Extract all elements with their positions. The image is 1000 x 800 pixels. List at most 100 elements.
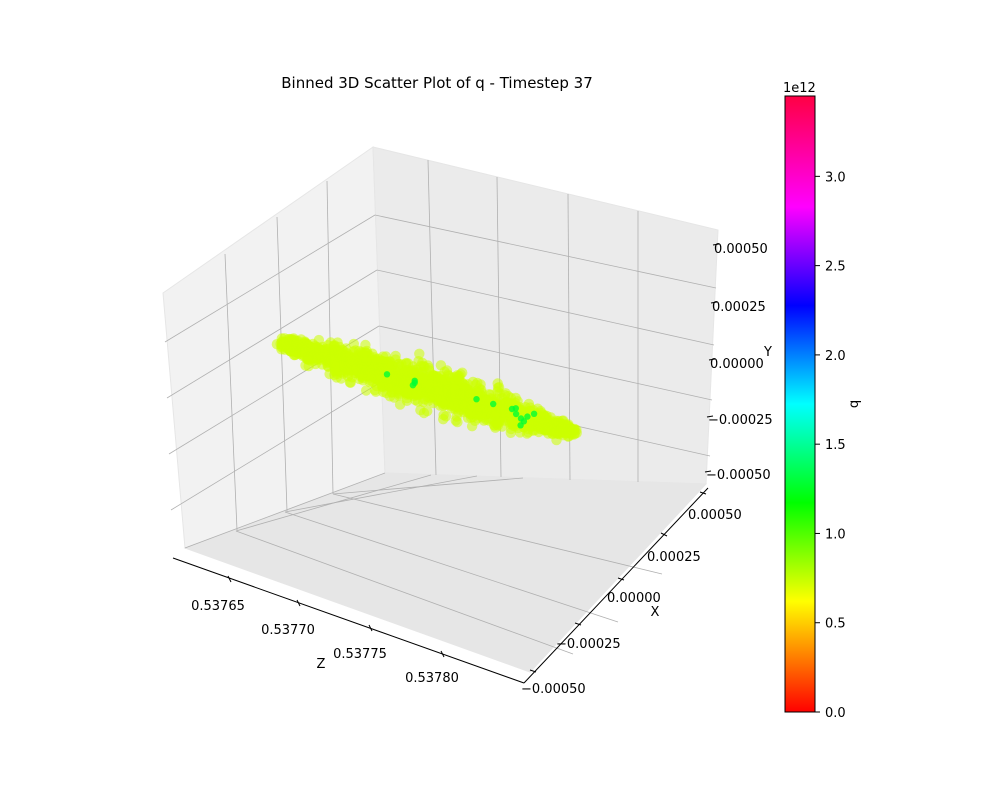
gridline xyxy=(284,475,478,513)
data-point xyxy=(512,405,519,412)
data-point xyxy=(531,419,542,431)
data-point xyxy=(436,396,447,407)
gridline xyxy=(284,511,619,623)
x-tick xyxy=(617,577,625,581)
data-point xyxy=(464,389,475,401)
gridline xyxy=(332,493,663,575)
gridline xyxy=(170,381,382,511)
colorbar-gradient xyxy=(784,95,816,713)
data-point xyxy=(303,360,314,372)
data-point xyxy=(385,382,397,393)
y-tick-label-1: 0.00050 xyxy=(714,242,768,257)
x-tick-label-5: −0.00050 xyxy=(521,682,586,697)
data-point xyxy=(512,410,520,418)
data-point xyxy=(471,409,482,420)
data-point xyxy=(415,361,427,372)
scatter-points xyxy=(271,333,582,446)
data-point xyxy=(364,368,375,380)
data-point xyxy=(490,400,497,408)
data-point xyxy=(384,391,396,402)
y-tick-label-2: 0.00025 xyxy=(712,300,766,315)
colorbar-tick-label: 0.5 xyxy=(825,617,846,632)
colorbar-tick-label: 2.0 xyxy=(825,349,846,364)
axis-ticks xyxy=(227,243,720,673)
data-point xyxy=(402,386,413,397)
data-point xyxy=(377,380,388,391)
x-tick-label-1: 0.00050 xyxy=(688,508,742,523)
y-tick xyxy=(712,243,720,246)
gridline xyxy=(166,269,378,399)
data-point xyxy=(503,391,514,402)
data-point xyxy=(505,427,516,438)
data-point xyxy=(470,379,481,390)
x-axis-line xyxy=(523,487,709,684)
data-point xyxy=(427,369,438,380)
data-point xyxy=(450,415,461,426)
z-tick xyxy=(227,575,232,583)
data-point xyxy=(556,419,567,430)
x-tick-label-3: 0.00000 xyxy=(607,591,661,606)
y-tick-label-5: −0.00050 xyxy=(706,468,771,483)
data-point xyxy=(331,361,343,372)
y-tick xyxy=(710,301,718,304)
data-point xyxy=(410,394,421,406)
colorbar-offset: 1e12 xyxy=(783,81,816,96)
data-point xyxy=(369,352,380,363)
colorbar: 1e12 0.0 0.5 1.0 1.5 2.0 2.5 3.0 q xyxy=(783,81,862,721)
data-point xyxy=(279,337,290,348)
x-tick xyxy=(574,622,582,626)
x-tick-label-2: 0.00025 xyxy=(647,550,701,565)
data-point xyxy=(394,399,406,410)
data-point xyxy=(431,386,442,397)
data-point xyxy=(390,354,401,365)
data-point xyxy=(325,337,336,348)
data-point xyxy=(340,350,351,362)
gridline xyxy=(276,216,288,512)
data-point xyxy=(439,375,451,386)
colorbar-tick-label: 2.5 xyxy=(825,260,846,275)
gridline xyxy=(376,269,715,346)
z-tick-label-4: 0.53780 xyxy=(405,671,459,686)
data-point xyxy=(361,355,372,367)
x-axis-label: X xyxy=(651,605,660,620)
data-point xyxy=(492,386,503,397)
data-point xyxy=(473,396,480,403)
data-point xyxy=(466,421,478,432)
gridline xyxy=(332,477,524,495)
z-tick-label-3: 0.53775 xyxy=(333,647,387,662)
z-tick-label-1: 0.53765 xyxy=(191,599,245,614)
chart-title: Binned 3D Scatter Plot of q - Timestep 3… xyxy=(281,74,592,92)
colorbar-tick-label: 0.0 xyxy=(825,706,846,721)
data-point xyxy=(312,352,323,363)
y-tick xyxy=(704,470,712,473)
data-point xyxy=(296,346,307,357)
data-point xyxy=(569,423,580,435)
axes-3d: 0.53765 0.53770 0.53775 0.53780 Z 0.0005… xyxy=(162,146,773,697)
data-point xyxy=(414,348,425,359)
colorbar-tick-label: 1.5 xyxy=(825,438,846,453)
y-axis-label: Y xyxy=(763,345,772,360)
y-tick xyxy=(708,358,716,361)
data-point xyxy=(506,416,517,427)
data-point xyxy=(524,413,531,420)
colorbar-tick-label: 3.0 xyxy=(825,170,846,185)
data-point xyxy=(489,417,501,428)
data-point xyxy=(487,407,498,418)
gridline xyxy=(164,214,376,343)
colorbar-ticks: 0.0 0.5 1.0 1.5 2.0 2.5 3.0 xyxy=(815,170,846,721)
data-point xyxy=(446,393,458,404)
data-point xyxy=(383,371,391,378)
data-point xyxy=(530,410,538,417)
data-point xyxy=(342,367,354,379)
y-tick-label-3: 0.00000 xyxy=(710,357,764,372)
z-tick-label-2: 0.53770 xyxy=(261,623,315,638)
z-axis-line xyxy=(172,557,525,684)
data-point xyxy=(422,405,433,417)
gridline xyxy=(224,253,238,531)
data-point xyxy=(306,342,317,353)
data-point xyxy=(524,402,536,413)
gridline xyxy=(374,214,717,289)
data-point xyxy=(520,418,528,425)
